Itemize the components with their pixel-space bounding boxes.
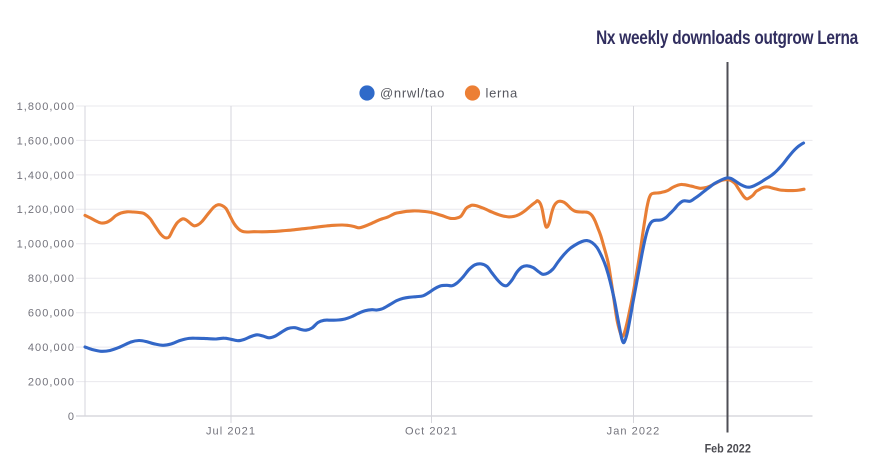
svg-text:200,000: 200,000: [28, 377, 75, 389]
svg-text:600,000: 600,000: [28, 308, 75, 320]
svg-text:Jan 2022: Jan 2022: [607, 426, 661, 438]
svg-text:1,800,000: 1,800,000: [17, 101, 75, 113]
svg-text:Feb 2022: Feb 2022: [705, 443, 751, 455]
svg-text:400,000: 400,000: [28, 342, 75, 354]
svg-text:1,600,000: 1,600,000: [17, 135, 75, 147]
svg-text:@nrwl/tao: @nrwl/tao: [380, 86, 445, 101]
svg-text:lerna: lerna: [486, 86, 518, 101]
svg-text:Oct 2021: Oct 2021: [405, 426, 458, 438]
svg-text:1,000,000: 1,000,000: [17, 239, 75, 251]
svg-text:Jul 2021: Jul 2021: [206, 426, 256, 438]
svg-text:1,200,000: 1,200,000: [17, 204, 75, 216]
svg-text:1,400,000: 1,400,000: [17, 170, 75, 182]
svg-text:800,000: 800,000: [28, 273, 75, 285]
svg-text:Nx weekly downloads outgrow Le: Nx weekly downloads outgrow Lerna: [596, 27, 858, 49]
svg-text:0: 0: [68, 411, 75, 423]
